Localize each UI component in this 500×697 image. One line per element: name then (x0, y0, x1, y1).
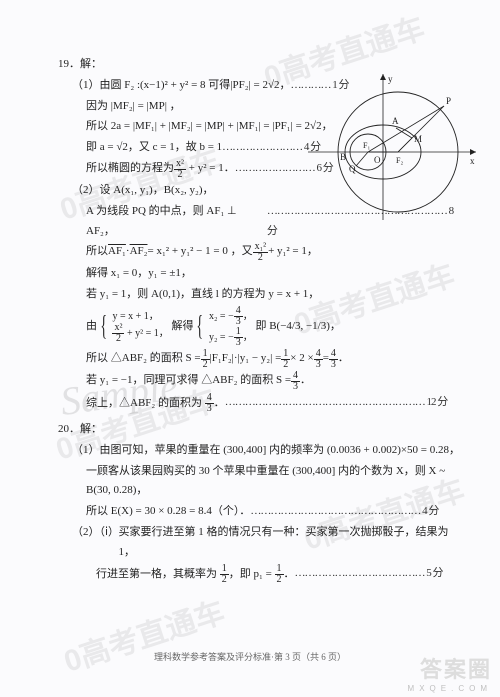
q19-p2-label: （2） (72, 181, 100, 201)
text-line: 若 y₁ = 1，则 A(0,1)，直线 l 的方程为 y = x + 1， (58, 285, 464, 305)
text-line: 综上，△ABF₂ 的面积为 43． (86, 393, 225, 414)
score-mark: ………………………………… 5 分 (295, 564, 443, 584)
score-mark: ……………………………………………… 8 分 (267, 202, 464, 242)
q20-p2-label: （2）（ⅰ） (72, 523, 119, 543)
q19-p1-label: （1） (72, 76, 100, 96)
text-line: 若 y₁ = −1，同理可求得 △ABF₂ 的面积 S = 43． (58, 371, 464, 392)
exam-page: 0高考直通车 0高考直通车 0高考直通车 0高考直通车 0高考直通车 0高考直通… (0, 0, 500, 697)
q20-p1-label: （1） (72, 441, 100, 461)
text-line: 因为 |MF₂| = |MP| ， (58, 97, 464, 117)
text-line: 所以椭圆的方程为 (86, 159, 174, 179)
svg-text:x: x (470, 156, 475, 166)
score-mark: …………………………………………… 4 分 (250, 502, 438, 522)
solution-body: 19．解： （1） 由圆 F₂ :(x−1)² + y² = 8 可得|PF₂|… (58, 54, 464, 586)
score-mark: …………………… 4 分 (222, 138, 320, 158)
text-line: 一顾客从该果园购买的 30 个苹果中重量在 (300,400] 内的个数为 X，… (58, 462, 464, 502)
equation-system: 由 { y = x + 1， x²2 + y² = 1， 解得 { x₂ = −… (58, 306, 464, 348)
text-line: A 为线段 PQ 的中点，则 AF₁ ⊥ AF₂， (86, 202, 267, 242)
text-line: 即 a = √2，又 c = 1，故 b = 1 (86, 138, 222, 158)
text-line: 由圆 F₂ :(x−1)² + y² = 8 可得|PF₂| = 2√2， (100, 76, 291, 96)
text-line: 所以 E(X) = 30 × 0.28 = 8.4（个）． (86, 502, 250, 522)
text-line: 行进至第一格，其概率为 12，即 p₁ = 12． (96, 564, 295, 585)
watermark: 0高考直通车 (57, 587, 229, 680)
text-line: 设 A(x₁, y₁)，B(x₂, y₂)， (100, 181, 214, 201)
fraction: x²2 (174, 159, 186, 180)
text-line: 所以 △ABF₂ 的面积 S = 12|F₁F₂|·|y₁ − y₂| = 12… (58, 349, 464, 370)
score-mark: …………………… 6 分 (235, 159, 333, 179)
score-mark: ………… 1 分 (291, 76, 349, 96)
site-logo: 答案圈 MXQE.COM (408, 652, 492, 693)
text-line: 所以 AF₁·AF₂ = x₁² + y₁² − 1 = 0 ，又 x₁²2 +… (58, 242, 464, 263)
score-mark: …………………………………………………… 12 分 (225, 393, 448, 413)
text-line: 解得 x₁ = 0，y₁ = ±1， (58, 264, 464, 284)
q20-heading: 20．解： (58, 420, 464, 440)
text-line: 由图可知，苹果的重量在 (300,400] 内的频率为 (0.0036 + 0.… (100, 441, 461, 461)
logo-text: 答案圈 (408, 652, 492, 684)
q19-heading: 19．解： (58, 55, 464, 75)
text-line: + y² = 1． (186, 159, 235, 179)
text-line: 买家要行进至第 1 格的情况只有一种：买家第一次抛掷骰子，结果为 1， (119, 523, 464, 563)
text-line: 所以 2a = |MF₁| + |MF₂| = |MP| + |MF₁| = |… (58, 117, 464, 137)
logo-url: MXQE.COM (408, 684, 492, 693)
